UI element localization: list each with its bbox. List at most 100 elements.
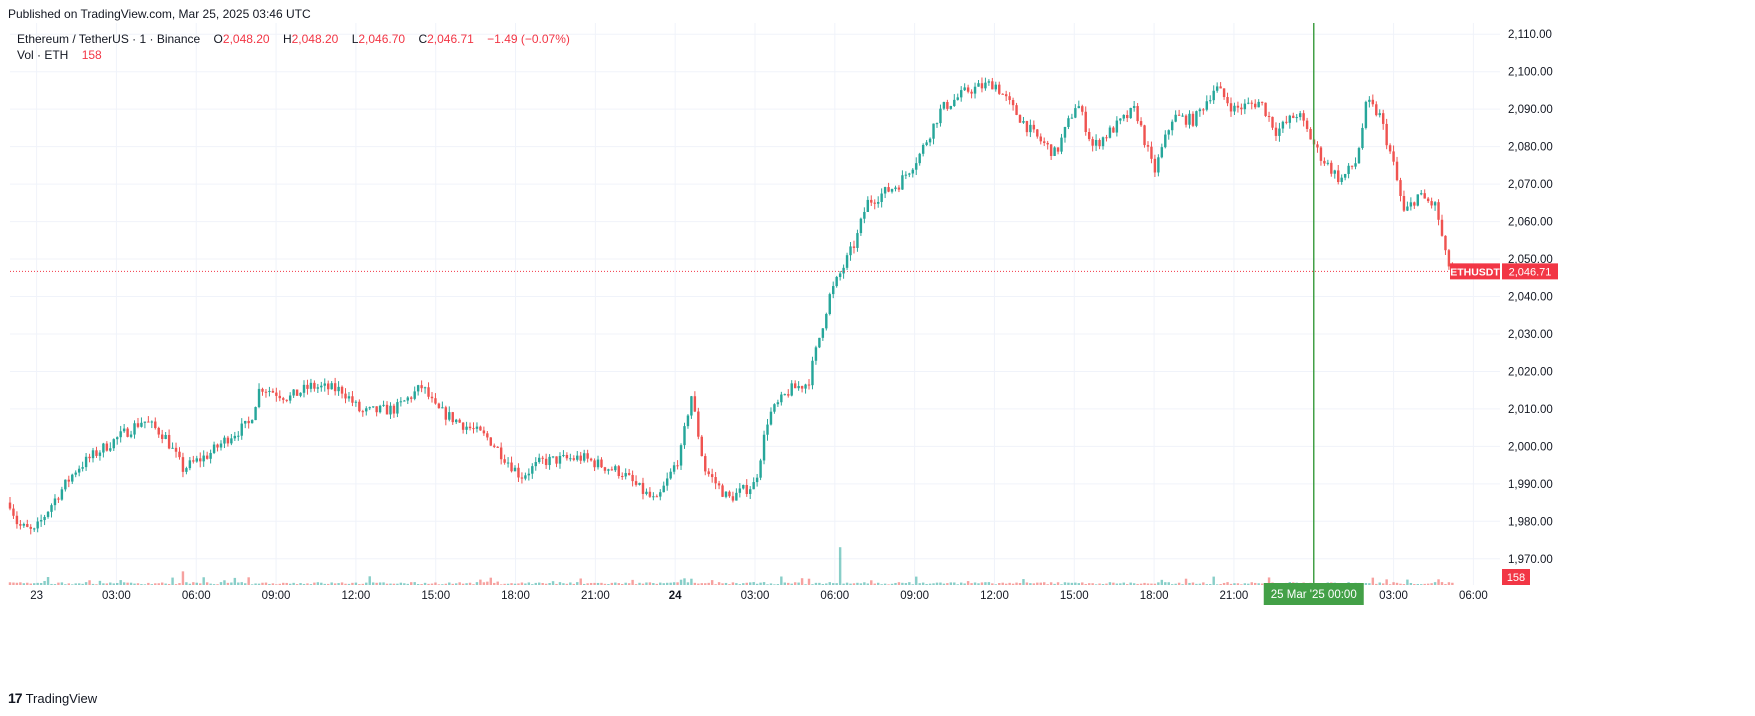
- volume-bar: [593, 582, 596, 585]
- volume-bar: [738, 584, 742, 585]
- volume-bar: [1157, 582, 1160, 585]
- volume-bar: [1257, 583, 1260, 585]
- candle-body: [1160, 147, 1164, 158]
- candle-body: [638, 482, 641, 485]
- chart-pane[interactable]: 1,970.00 1,980.00 1,990.00 2,000.00 2,010.00…: [0, 23, 1755, 716]
- volume-bar: [109, 582, 112, 585]
- volume-bar: [1420, 584, 1423, 585]
- candle-body: [288, 395, 292, 401]
- candle-body: [1008, 96, 1011, 101]
- price-tag-bg: [1502, 263, 1558, 280]
- volume-bar: [434, 582, 437, 585]
- candle-body: [966, 87, 970, 92]
- candle-body: [610, 469, 614, 471]
- candle-body: [1316, 144, 1319, 148]
- candle-body: [662, 485, 665, 493]
- candle-body: [842, 267, 845, 274]
- candle-body: [683, 426, 686, 446]
- volume-bar: [704, 583, 707, 585]
- price-chart[interactable]: 1,970.00 1,980.00 1,990.00 2,000.00 2,010.00…: [0, 23, 1755, 716]
- candle-body: [223, 437, 226, 444]
- volume-bar: [351, 582, 354, 585]
- volume-bar: [126, 582, 129, 585]
- candle-body: [697, 411, 700, 437]
- candle-body: [946, 102, 949, 109]
- candle-body: [1036, 129, 1039, 137]
- volume-bar: [288, 583, 292, 585]
- volume-bar: [1001, 582, 1004, 585]
- candle-body: [205, 455, 209, 459]
- volume-bar: [1188, 582, 1191, 585]
- candle-body: [652, 496, 655, 498]
- candle-body: [959, 90, 963, 98]
- candle-body: [454, 419, 458, 423]
- candle-body: [493, 445, 496, 447]
- volume-bar: [665, 582, 669, 585]
- volume-bar: [1081, 582, 1084, 585]
- candle-body: [261, 388, 264, 392]
- volume-bar: [1119, 583, 1122, 585]
- volume-bar: [793, 582, 797, 585]
- candle-body: [126, 428, 129, 437]
- candle-body: [1081, 106, 1084, 112]
- x-tick-label: 15:00: [1060, 590, 1089, 602]
- candle-body: [704, 456, 707, 472]
- volume-bar: [949, 582, 953, 585]
- legend-change: −1.49 (−0.07%): [487, 32, 570, 46]
- volume-bar: [358, 584, 361, 585]
- volume-bar: [506, 583, 510, 585]
- candle-body: [621, 476, 624, 478]
- volume-bar: [617, 583, 620, 585]
- candle-body: [171, 447, 174, 449]
- volume-bar: [129, 582, 133, 585]
- candle-body: [1004, 94, 1008, 97]
- volume-bar: [136, 583, 140, 585]
- volume-bar: [150, 584, 154, 585]
- volume-bar: [468, 582, 472, 585]
- candle-body: [347, 396, 351, 399]
- volume-bar: [1451, 582, 1454, 585]
- volume-bar: [1399, 583, 1402, 585]
- volume-bar: [921, 582, 925, 585]
- candle-body: [1212, 90, 1215, 101]
- candle-body: [1350, 165, 1354, 167]
- x-tick-label: 03:00: [741, 590, 770, 602]
- candle-body: [299, 392, 302, 396]
- volume-bar: [1254, 582, 1257, 585]
- candle-body: [828, 294, 831, 314]
- candle-body: [1361, 127, 1364, 149]
- candle-body: [243, 420, 247, 424]
- volume-bar: [416, 583, 420, 585]
- candle-body: [271, 390, 275, 393]
- candle-body: [901, 175, 904, 190]
- volume-bar: [178, 583, 181, 585]
- volume-bar: [669, 582, 672, 585]
- volume-bar: [33, 583, 36, 585]
- volume-bar: [970, 583, 973, 585]
- volume-bar: [496, 581, 499, 585]
- candle-body: [1139, 121, 1143, 126]
- y-tick-label: 2,010.00: [1508, 404, 1553, 416]
- candle-body: [513, 467, 517, 472]
- volume-bar: [499, 584, 503, 585]
- legend-symbol[interactable]: Ethereum / TetherUS · 1 · Binance: [17, 32, 201, 46]
- candle-body: [268, 390, 271, 392]
- volume-bar: [285, 582, 288, 585]
- y-tick-label: 2,110.00: [1508, 29, 1552, 41]
- volume-bar: [1112, 582, 1115, 585]
- candle-body: [1205, 101, 1208, 110]
- volume-bar: [1122, 582, 1125, 585]
- volume-bar: [461, 583, 465, 585]
- volume-bar: [610, 582, 614, 585]
- legend-volume-row: Vol · ETH 158: [17, 47, 570, 63]
- candle-body: [1025, 121, 1029, 133]
- volume-bar: [1440, 582, 1444, 585]
- volume-bar: [745, 582, 748, 585]
- volume-bar: [672, 582, 676, 585]
- volume-bar: [1025, 582, 1029, 585]
- candle-body: [738, 488, 742, 493]
- volume-bar: [624, 582, 627, 585]
- legend-volume-label[interactable]: Vol · ETH: [17, 48, 69, 62]
- candle-body: [883, 187, 887, 194]
- tradingview-logo[interactable]: 17 TradingView: [8, 690, 97, 706]
